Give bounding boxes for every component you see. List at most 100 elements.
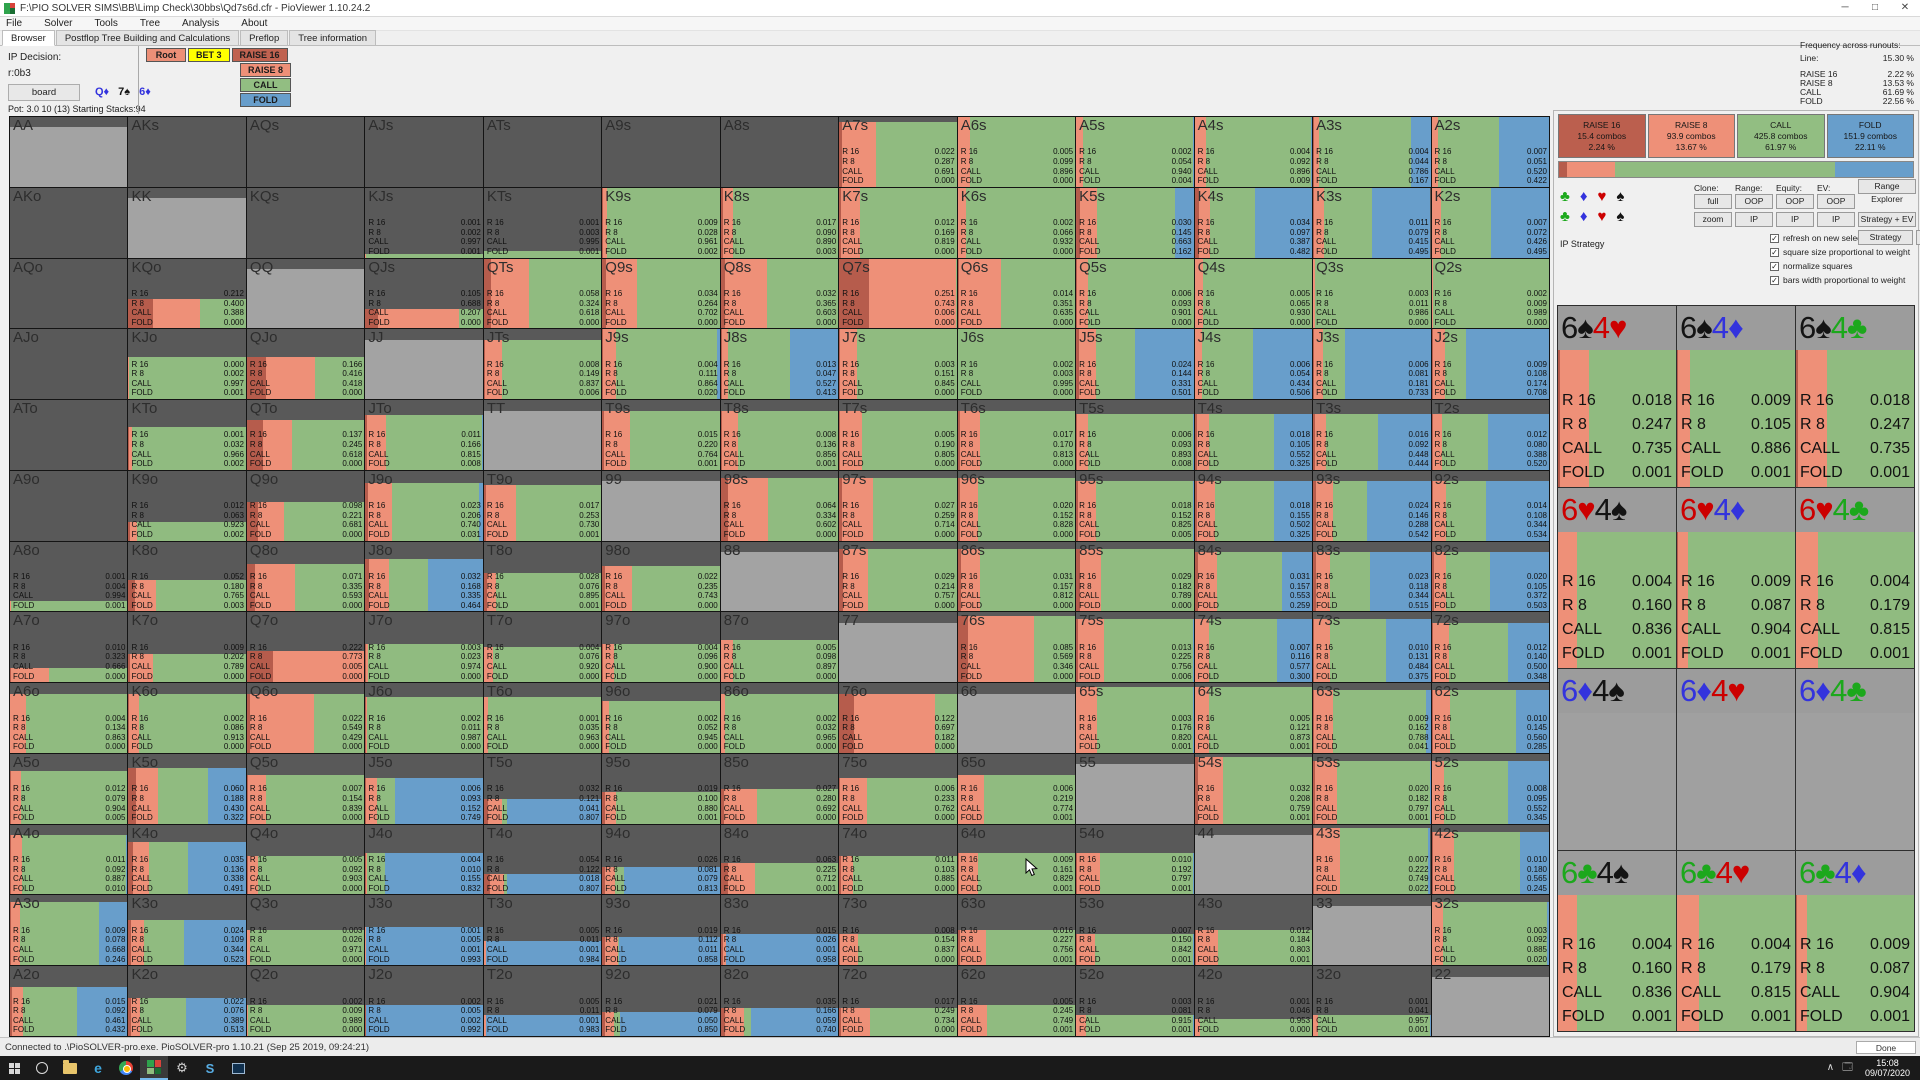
grid-cell-A4s[interactable]: A4s R 16 0.004 R 8 0.092 CALL 0.896 FOLD 0.009 xyxy=(1194,117,1313,187)
suit-filter-h-icon[interactable]: ♥ xyxy=(1597,208,1607,225)
grid-cell-76o[interactable]: 76o R 16 0.122 R 8 0.697 CALL 0.182 FOLD 0.000 xyxy=(839,683,957,753)
grid-cell-62s[interactable]: 62s R 16 0.010 R 8 0.145 CALL 0.560 FOLD 0.285 xyxy=(1431,683,1549,753)
checkbox-refresh-on-new-selection[interactable]: ✓ refresh on new selection xyxy=(1770,233,1876,243)
grid-cell-J8s[interactable]: J8s R 16 0.013 R 8 0.047 CALL 0.527 FOLD 0.413 xyxy=(720,329,839,400)
suit-filter-s-icon[interactable]: ♠ xyxy=(1616,208,1625,225)
grid-cell-T8o[interactable]: T8o R 16 0.028 R 8 0.076 CALL 0.895 FOLD 0.001 xyxy=(483,541,602,612)
grid-cell-T3s[interactable]: T3s R 16 0.016 R 8 0.092 CALL 0.448 FOLD 0.444 xyxy=(1313,400,1431,470)
button-full[interactable]: full xyxy=(1694,194,1732,209)
grid-cell-84o[interactable]: 84o R 16 0.063 R 8 0.225 CALL 0.712 FOLD 0.001 xyxy=(720,824,839,895)
grid-cell-85o[interactable]: 85o R 16 0.027 R 8 0.280 CALL 0.692 FOLD 0.000 xyxy=(720,753,839,824)
grid-cell-A9s[interactable]: A9s xyxy=(602,117,720,187)
tab-browser[interactable]: Browser xyxy=(2,30,55,46)
grid-cell-T8s[interactable]: T8s R 16 0.008 R 8 0.136 CALL 0.856 FOLD 0.001 xyxy=(720,400,839,470)
grid-cell-94s[interactable]: 94s R 16 0.018 R 8 0.155 CALL 0.502 FOLD 0.325 xyxy=(1194,470,1313,541)
grid-cell-53o[interactable]: 53o R 16 0.007 R 8 0.150 CALL 0.842 FOLD 0.001 xyxy=(1076,895,1194,966)
grid-cell-A3o[interactable]: A3o R 16 0.009 R 8 0.078 CALL 0.668 FOLD 0.246 xyxy=(10,895,128,966)
grid-cell-J7o[interactable]: J7o R 16 0.003 R 8 0.023 CALL 0.974 FOLD 0.000 xyxy=(365,612,483,683)
grid-cell-32o[interactable]: 32o R 16 0.001 R 8 0.041 CALL 0.957 FOLD 0.001 xyxy=(1313,966,1431,1036)
tab-preflop[interactable]: Preflop xyxy=(240,30,289,45)
suit-filter-d-icon[interactable]: ♦ xyxy=(1579,188,1588,205)
grid-cell-J5s[interactable]: J5s R 16 0.024 R 8 0.144 CALL 0.331 FOLD 0.501 xyxy=(1076,329,1194,400)
grid-cell-63o[interactable]: 63o R 16 0.016 R 8 0.227 CALL 0.756 FOLD 0.001 xyxy=(957,895,1076,966)
grid-cell-K5o[interactable]: K5o R 16 0.060 R 8 0.188 CALL 0.430 FOLD 0.322 xyxy=(128,753,246,824)
grid-cell-KJs[interactable]: KJs R 16 0.001 R 8 0.002 CALL 0.997 FOLD 0.001 xyxy=(365,187,483,258)
grid-cell-T9o[interactable]: T9o R 16 0.017 R 8 0.253 CALL 0.730 FOLD 0.001 xyxy=(483,470,602,541)
grid-cell-32s[interactable]: 32s R 16 0.003 R 8 0.092 CALL 0.885 FOLD 0.020 xyxy=(1431,895,1549,966)
grid-cell-AA[interactable]: AA xyxy=(10,117,128,187)
grid-cell-K5s[interactable]: K5s R 16 0.030 R 8 0.145 CALL 0.663 FOLD 0.162 xyxy=(1076,187,1194,258)
grid-cell-66[interactable]: 66 xyxy=(957,683,1076,753)
grid-cell-33[interactable]: 33 xyxy=(1313,895,1431,966)
combo-cell-6s4d[interactable]: 6 ♠ 4 ♦ R 16 0.009 R 8 0.105 CALL 0.886 FOLD 0.001 xyxy=(1677,306,1795,487)
menu-item-file[interactable]: File xyxy=(6,18,23,29)
button-range-explorer[interactable]: Range Explorer xyxy=(1858,179,1916,204)
grid-cell-62o[interactable]: 62o R 16 0.005 R 8 0.245 CALL 0.749 FOLD 0.001 xyxy=(957,966,1076,1036)
grid-cell-JTo[interactable]: JTo R 16 0.011 R 8 0.166 CALL 0.815 FOLD 0.008 xyxy=(365,400,483,470)
grid-cell-K9s[interactable]: K9s R 16 0.009 R 8 0.028 CALL 0.961 FOLD 0.002 xyxy=(602,187,720,258)
grid-cell-K2o[interactable]: K2o R 16 0.022 R 8 0.076 CALL 0.389 FOLD 0.513 xyxy=(128,966,246,1036)
tree-node-bet-3[interactable]: BET 3 xyxy=(188,48,230,62)
grid-cell-87s[interactable]: 87s R 16 0.029 R 8 0.214 CALL 0.757 FOLD 0.000 xyxy=(839,541,957,612)
tree-node-raise-8[interactable]: RAISE 8 xyxy=(240,63,292,77)
grid-cell-93s[interactable]: 93s R 16 0.024 R 8 0.146 CALL 0.288 FOLD 0.542 xyxy=(1313,470,1431,541)
grid-cell-JTs[interactable]: JTs R 16 0.008 R 8 0.149 CALL 0.837 FOLD 0.006 xyxy=(483,329,602,400)
grid-cell-Q7o[interactable]: Q7o R 16 0.222 R 8 0.773 CALL 0.005 FOLD 0.000 xyxy=(246,612,365,683)
grid-cell-A4o[interactable]: A4o R 16 0.011 R 8 0.092 CALL 0.887 FOLD 0.010 xyxy=(10,824,128,895)
grid-cell-87o[interactable]: 87o R 16 0.005 R 8 0.098 CALL 0.897 FOLD 0.000 xyxy=(720,612,839,683)
grid-cell-KTo[interactable]: KTo R 16 0.001 R 8 0.032 CALL 0.966 FOLD 0.002 xyxy=(128,400,246,470)
grid-cell-96o[interactable]: 96o R 16 0.002 R 8 0.052 CALL 0.945 FOLD 0.000 xyxy=(602,683,720,753)
grid-cell-K8s[interactable]: K8s R 16 0.017 R 8 0.090 CALL 0.890 FOLD 0.003 xyxy=(720,187,839,258)
grid-cell-J3s[interactable]: J3s R 16 0.006 R 8 0.081 CALL 0.181 FOLD 0.733 xyxy=(1313,329,1431,400)
grid-cell-54s[interactable]: 54s R 16 0.032 R 8 0.208 CALL 0.759 FOLD 0.001 xyxy=(1194,753,1313,824)
grid-cell-65o[interactable]: 65o R 16 0.006 R 8 0.219 CALL 0.774 FOLD 0.001 xyxy=(957,753,1076,824)
grid-cell-Q8o[interactable]: Q8o R 16 0.071 R 8 0.335 CALL 0.593 FOLD 0.000 xyxy=(246,541,365,612)
close-button[interactable]: ✕ xyxy=(1900,2,1910,13)
button-strategy-ev[interactable]: Strategy + EV xyxy=(1858,212,1916,227)
grid-cell-J9s[interactable]: J9s R 16 0.004 R 8 0.111 CALL 0.864 FOLD 0.020 xyxy=(602,329,720,400)
grid-cell-73s[interactable]: 73s R 16 0.010 R 8 0.131 CALL 0.484 FOLD 0.375 xyxy=(1313,612,1431,683)
checkbox-normalize-squares[interactable]: ✓ normalize squares xyxy=(1770,261,1853,271)
grid-cell-AJo[interactable]: AJo xyxy=(10,329,128,400)
combo-cell-6h4d[interactable]: 6 ♥ 4 ♦ R 16 0.009 R 8 0.087 CALL 0.904 FOLD 0.001 xyxy=(1677,487,1795,668)
grid-cell-82s[interactable]: 82s R 16 0.020 R 8 0.105 CALL 0.372 FOLD 0.503 xyxy=(1431,541,1549,612)
grid-cell-QTs[interactable]: QTs R 16 0.058 R 8 0.324 CALL 0.618 FOLD 0.000 xyxy=(483,258,602,329)
grid-cell-Q9s[interactable]: Q9s R 16 0.034 R 8 0.264 CALL 0.702 FOLD 0.000 xyxy=(602,258,720,329)
combo-cell-6c4d[interactable]: 6 ♣ 4 ♦ R 16 0.009 R 8 0.087 CALL 0.904 FOLD 0.001 xyxy=(1796,850,1914,1031)
grid-cell-J5o[interactable]: J5o R 16 0.006 R 8 0.093 CALL 0.152 FOLD 0.749 xyxy=(365,753,483,824)
grid-cell-75o[interactable]: 75o R 16 0.006 R 8 0.233 CALL 0.762 FOLD 0.000 xyxy=(839,753,957,824)
grid-cell-K3s[interactable]: K3s R 16 0.011 R 8 0.079 CALL 0.415 FOLD 0.495 xyxy=(1313,187,1431,258)
grid-cell-77[interactable]: 77 xyxy=(839,612,957,683)
grid-cell-Q5o[interactable]: Q5o R 16 0.007 R 8 0.154 CALL 0.839 FOLD 0.000 xyxy=(246,753,365,824)
grid-cell-83o[interactable]: 83o R 16 0.015 R 8 0.026 CALL 0.001 FOLD 0.958 xyxy=(720,895,839,966)
taskbar-pioviewer-icon[interactable] xyxy=(140,1056,168,1080)
grid-cell-Q4s[interactable]: Q4s R 16 0.005 R 8 0.065 CALL 0.930 FOLD 0.000 xyxy=(1194,258,1313,329)
grid-cell-A7s[interactable]: A7s R 16 0.022 R 8 0.287 CALL 0.691 FOLD 0.000 xyxy=(839,117,957,187)
grid-cell-43s[interactable]: 43s R 16 0.007 R 8 0.222 CALL 0.749 FOLD 0.022 xyxy=(1313,824,1431,895)
suit-filter-h-icon[interactable]: ♥ xyxy=(1597,188,1607,205)
grid-cell-J6o[interactable]: J6o R 16 0.002 R 8 0.011 CALL 0.987 FOLD 0.000 xyxy=(365,683,483,753)
grid-cell-J9o[interactable]: J9o R 16 0.023 R 8 0.206 CALL 0.740 FOLD 0.031 xyxy=(365,470,483,541)
suit-filter-s-icon[interactable]: ♠ xyxy=(1616,188,1625,205)
grid-cell-T7o[interactable]: T7o R 16 0.004 R 8 0.076 CALL 0.920 FOLD 0.000 xyxy=(483,612,602,683)
tab-tree-information[interactable]: Tree information xyxy=(289,30,377,45)
grid-cell-Q4o[interactable]: Q4o R 16 0.005 R 8 0.092 CALL 0.903 FOLD 0.000 xyxy=(246,824,365,895)
grid-cell-T5o[interactable]: T5o R 16 0.032 R 8 0.121 CALL 0.041 FOLD 0.807 xyxy=(483,753,602,824)
grid-cell-K7o[interactable]: K7o R 16 0.009 R 8 0.202 CALL 0.789 FOLD 0.000 xyxy=(128,612,246,683)
grid-cell-Q6s[interactable]: Q6s R 16 0.014 R 8 0.351 CALL 0.635 FOLD 0.000 xyxy=(957,258,1076,329)
grid-cell-J3o[interactable]: J3o R 16 0.001 R 8 0.005 CALL 0.001 FOLD 0.993 xyxy=(365,895,483,966)
grid-cell-75s[interactable]: 75s R 16 0.013 R 8 0.225 CALL 0.756 FOLD 0.006 xyxy=(1076,612,1194,683)
button-ip[interactable]: IP xyxy=(1776,212,1814,227)
combo-cell-6d4h[interactable]: 6 ♦ 4 ♥ xyxy=(1677,669,1795,850)
grid-cell-AKs[interactable]: AKs xyxy=(128,117,246,187)
checkbox-bars-width-proportional-to-weight[interactable]: ✓ bars width proportional to weight xyxy=(1770,275,1906,285)
grid-cell-A8o[interactable]: A8o R 16 0.001 R 8 0.004 CALL 0.994 FOLD 0.001 xyxy=(10,541,128,612)
grid-cell-A2s[interactable]: A2s R 16 0.007 R 8 0.051 CALL 0.520 FOLD 0.422 xyxy=(1431,117,1549,187)
grid-cell-A9o[interactable]: A9o xyxy=(10,470,128,541)
grid-cell-T6s[interactable]: T6s R 16 0.017 R 8 0.170 CALL 0.813 FOLD 0.000 xyxy=(957,400,1076,470)
grid-cell-73o[interactable]: 73o R 16 0.008 R 8 0.154 CALL 0.837 FOLD 0.000 xyxy=(839,895,957,966)
grid-cell-T9s[interactable]: T9s R 16 0.015 R 8 0.220 CALL 0.764 FOLD 0.001 xyxy=(602,400,720,470)
combo-cell-6c4s[interactable]: 6 ♣ 4 ♠ R 16 0.004 R 8 0.160 CALL 0.836 FOLD 0.001 xyxy=(1558,850,1676,1031)
grid-cell-T5s[interactable]: T5s R 16 0.006 R 8 0.093 CALL 0.893 FOLD 0.008 xyxy=(1076,400,1194,470)
grid-cell-TT[interactable]: TT xyxy=(483,400,602,470)
